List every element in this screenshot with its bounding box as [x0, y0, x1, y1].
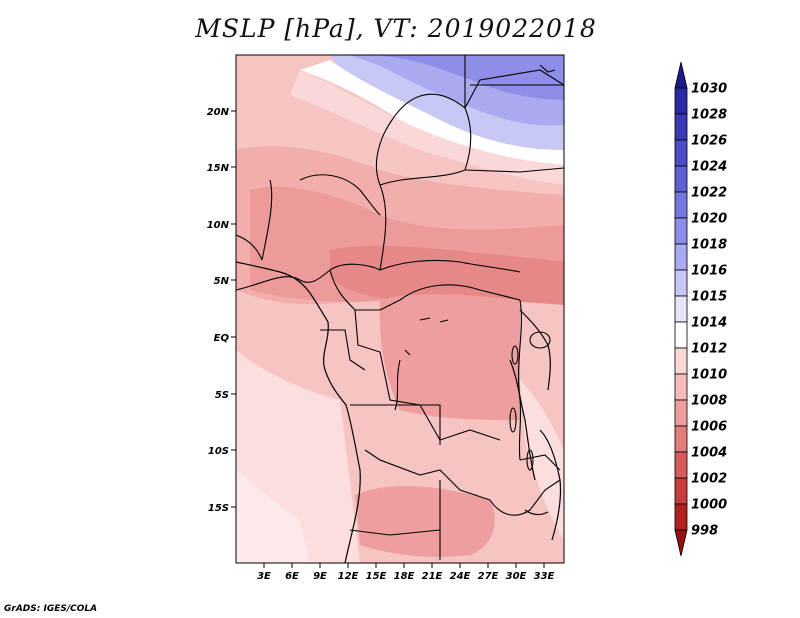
colorbar-label: 1006 [691, 420, 727, 435]
colorbar-bin [674, 165, 688, 193]
lat-label: 10S [208, 446, 229, 457]
colorbar-bin [674, 139, 688, 167]
lon-label: 15E [366, 571, 387, 582]
map-frame [235, 54, 565, 564]
colorbar-label: 1016 [691, 264, 727, 279]
colorbar-label: 1000 [691, 498, 727, 513]
longitude-labels: 3E 6E 9E 12E 15E 18E 21E 24E 27E 30E 33E [257, 571, 554, 582]
colorbar-label: 1030 [691, 82, 727, 97]
lat-label: 20N [207, 107, 230, 118]
colorbar-label: 1002 [691, 472, 727, 487]
colorbar-bin [674, 477, 688, 505]
colorbar-label: 998 [691, 524, 718, 539]
colorbar-label: 1022 [691, 186, 727, 201]
colorbar: 1030 1028 1026 1024 1022 1020 1018 1016 1015 1014… [674, 61, 727, 557]
country-boundaries [236, 55, 564, 560]
lon-label: 9E [313, 571, 327, 582]
colorbar-label: 1012 [691, 342, 727, 357]
colorbar-label: 1008 [691, 394, 727, 409]
lat-label: 15S [208, 503, 229, 514]
colorbar-bin [674, 87, 688, 115]
lon-label: 33E [534, 571, 555, 582]
lat-label: 10N [207, 220, 230, 231]
latitude-labels: 20N 15N 10N 5N EQ 5S 10S 15S [207, 107, 230, 514]
lon-label: 27E [478, 571, 499, 582]
colorbar-bin [674, 295, 688, 323]
grads-credit: GrADS: IGES/COLA [4, 604, 98, 614]
colorbar-label: 1028 [691, 108, 727, 123]
colorbar-label: 1018 [691, 238, 727, 253]
colorbar-label: 1010 [691, 368, 727, 383]
colorbar-bin [674, 373, 688, 401]
colorbar-bin [674, 191, 688, 219]
colorbar-bin [674, 269, 688, 297]
lon-label: 30E [506, 571, 527, 582]
latitude-axis [231, 110, 236, 508]
colorbar-bin [674, 425, 688, 453]
colorbar-bin [674, 347, 688, 375]
lon-label: 24E [450, 571, 471, 582]
lon-label: 12E [338, 571, 359, 582]
lon-label: 21E [422, 571, 443, 582]
map-title: MSLP [hPa], VT: 2019022018 [195, 14, 597, 43]
colorbar-label: 1024 [691, 160, 727, 175]
lon-label: 3E [257, 571, 271, 582]
colorbar-label: 1014 [691, 316, 727, 331]
colorbar-bin [674, 399, 688, 427]
colorbar-bin [674, 217, 688, 245]
colorbar-label: 1015 [691, 290, 727, 305]
colorbar-label: 1004 [691, 446, 727, 461]
lat-label: EQ [214, 333, 230, 344]
colorbar-bin [674, 451, 688, 479]
colorbar-bin [674, 529, 688, 557]
colorbar-bin [674, 113, 688, 141]
pressure-field [236, 55, 564, 563]
colorbar-bin [674, 503, 688, 531]
colorbar-bin [674, 243, 688, 271]
lon-label: 18E [394, 571, 415, 582]
lon-label: 6E [285, 571, 299, 582]
longitude-axis [263, 563, 545, 568]
lat-label: 5N [214, 276, 230, 287]
lat-label: 5S [215, 390, 229, 401]
colorbar-label: 1020 [691, 212, 727, 227]
colorbar-bin [674, 321, 688, 349]
colorbar-bin [674, 61, 688, 89]
colorbar-label: 1026 [691, 134, 727, 149]
lakes [404, 317, 551, 515]
lat-label: 15N [207, 163, 230, 174]
